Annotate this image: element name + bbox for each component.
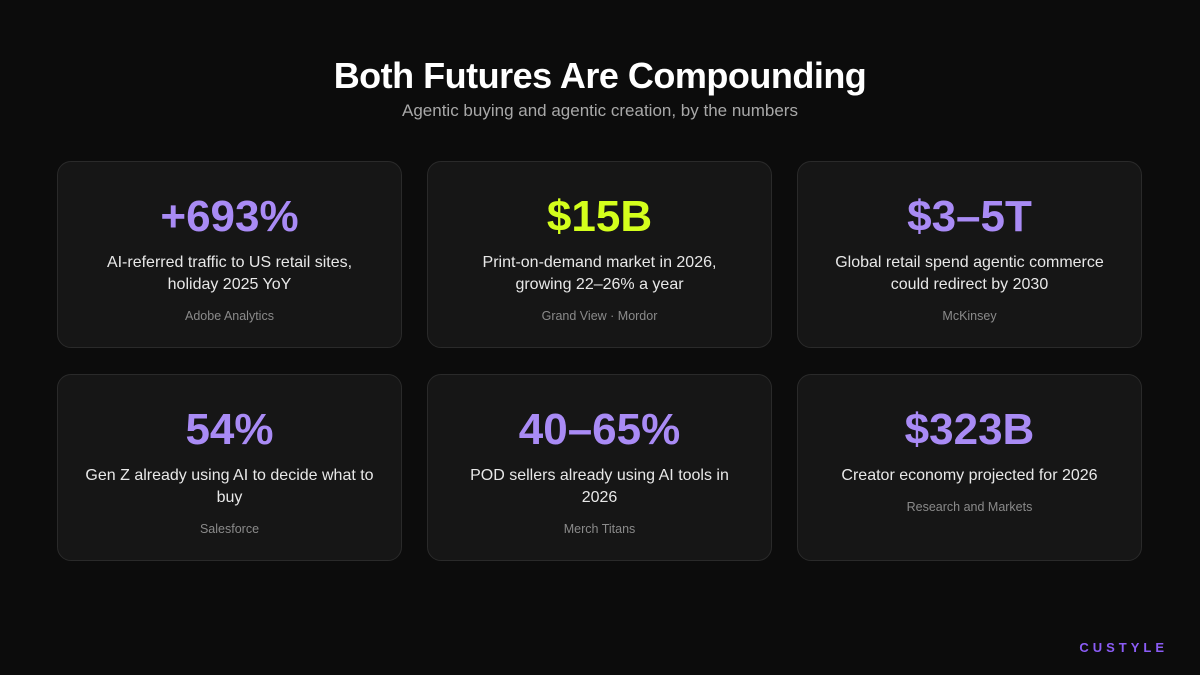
stat-value: $3–5T (907, 192, 1032, 241)
stat-card: $323B Creator economy projected for 2026 R… (797, 374, 1142, 561)
subtitle: Agentic buying and agentic creation, by … (402, 101, 798, 120)
stat-value: 40–65% (518, 405, 681, 454)
stat-value: $15B (546, 192, 653, 241)
stat-card: 40–65% POD sellers already using AI tools… (427, 374, 772, 561)
stat-source: McKinsey (942, 309, 997, 323)
stat-value: $323B (904, 405, 1035, 454)
stat-source: Grand View · Mordor (541, 309, 658, 323)
title: Both Futures Are Compounding (333, 55, 867, 96)
stat-description: Print-on-demand market in 2026, growing … (482, 254, 717, 293)
stat-source: Merch Titans (563, 522, 636, 536)
stat-source: Research and Markets (906, 500, 1033, 514)
stat-description: POD sellers already using AI tools in 20… (470, 467, 729, 506)
stat-card: $15B Print-on-demand market in 2026, grow… (427, 161, 772, 348)
stat-description: Creator economy projected for 2026 (841, 467, 1098, 484)
stat-card: 54% Gen Z already using AI to decide what… (57, 374, 402, 561)
stat-description: Gen Z already using AI to decide what to… (85, 467, 374, 506)
stat-source: Adobe Analytics (185, 309, 274, 323)
brand: CUSTYLE (1079, 640, 1168, 655)
stat-value: 54% (185, 405, 274, 454)
stat-value: +693% (160, 192, 299, 241)
stat-description: Global retail spend agentic commerce cou… (835, 254, 1104, 293)
stat-source: Salesforce (199, 522, 260, 536)
stat-description: AI-referred traffic to US retail sites, … (106, 254, 353, 293)
stat-card: +693% AI-referred traffic to US retail si… (57, 161, 402, 348)
stat-card: $3–5T Global retail spend agentic commerc… (797, 161, 1142, 348)
